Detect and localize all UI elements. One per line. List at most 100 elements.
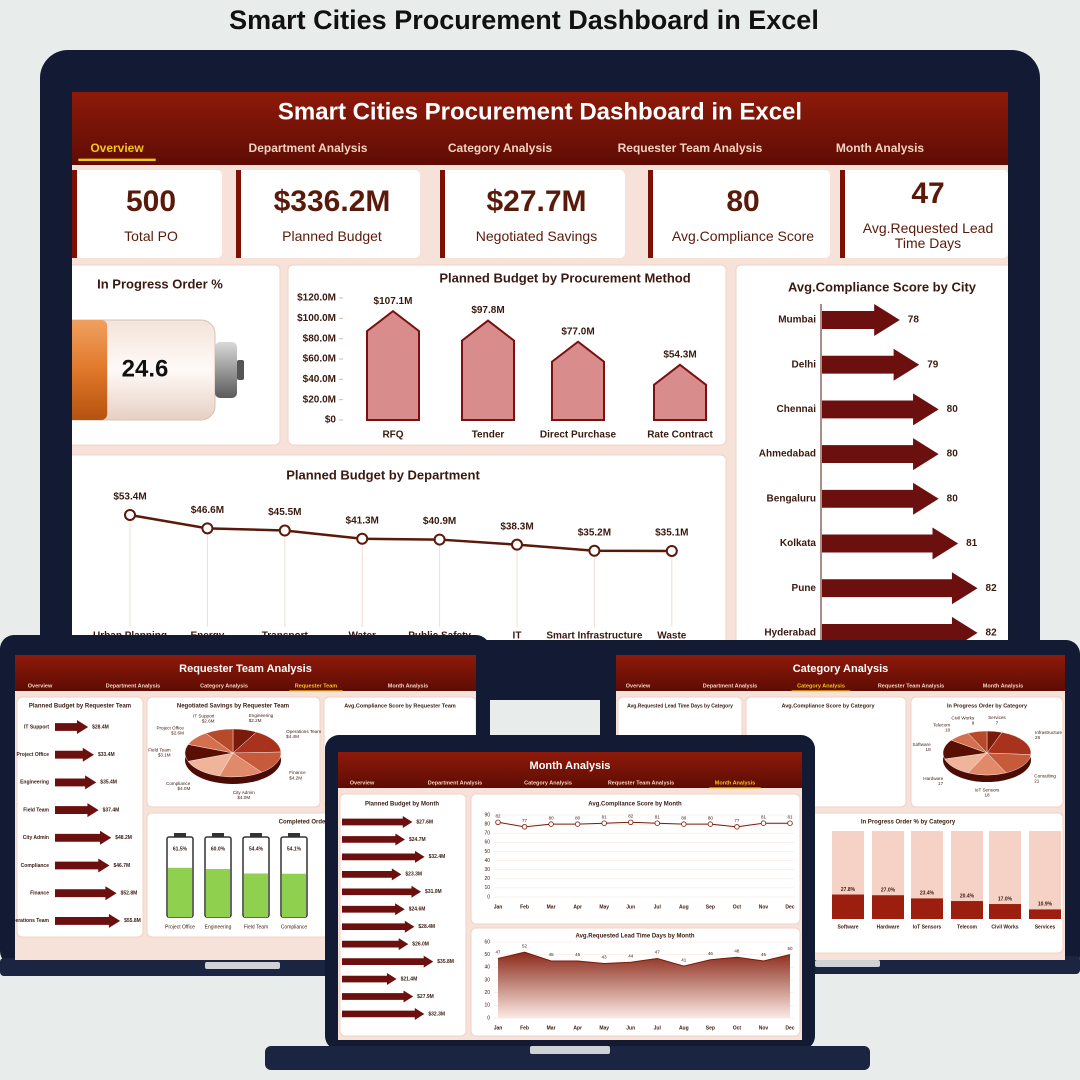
pie-value: 10 (945, 727, 951, 732)
y-tick-label: 80 (484, 821, 490, 827)
kpi-card (236, 170, 420, 258)
pie-value: $3.1M (158, 753, 171, 758)
nav-tab[interactable]: Category Analysis (448, 141, 553, 155)
category-label: Pune (792, 583, 817, 594)
x-tick-label: Oct (733, 904, 742, 910)
y-tick-label: 50 (484, 849, 490, 855)
nav-tab[interactable]: Requester Team Analysis (878, 683, 944, 689)
header-band (72, 92, 1008, 165)
nav-tab[interactable]: Requester Team Analysis (618, 141, 763, 155)
x-tick-label: Software (837, 924, 858, 930)
base-notch (815, 960, 880, 967)
nav-tab[interactable]: Overview (350, 780, 375, 786)
value-label: $52.8M (121, 891, 138, 897)
y-tick-label: 10 (484, 1003, 490, 1009)
nav-tab[interactable]: Overview (626, 683, 651, 689)
category-label: Mumbai (778, 315, 816, 326)
kpi-card: 500 Total PO (72, 170, 222, 258)
nav-tab[interactable]: Department Analysis (428, 780, 483, 786)
pie-label: Operations Team (286, 729, 321, 734)
nav-tab[interactable]: Overview (28, 683, 53, 689)
nav-tab[interactable]: Month Analysis (388, 683, 428, 689)
x-tick-label: Aug (679, 1025, 689, 1031)
nav-tab[interactable]: Department Analysis (703, 683, 758, 689)
value-label: 82 (495, 813, 501, 818)
value-label: 77 (522, 818, 528, 823)
x-tick-label: Sep (706, 904, 715, 910)
nav-tab[interactable]: Overview (90, 141, 144, 155)
nav-tab[interactable]: Department Analysis (106, 683, 161, 689)
value-label: 80 (681, 815, 687, 820)
value-label: $41.3M (346, 515, 379, 526)
pie-label: Hardware (923, 776, 943, 781)
nav-tab[interactable]: Month Analysis (983, 683, 1023, 689)
value-label: $37.4M (103, 807, 120, 813)
kpi-label: Avg.Compliance Score (671, 227, 815, 244)
nav-tab[interactable]: Category Analysis (524, 780, 572, 786)
nav-tab[interactable]: Department Analysis (249, 141, 368, 155)
value-label: 27.8% (841, 887, 856, 893)
x-tick-label: May (599, 904, 609, 910)
nav-tab[interactable]: Requester Team Analysis (608, 780, 674, 786)
nav-tab[interactable]: Month Analysis (715, 780, 755, 786)
x-tick-label: Jun (626, 1025, 635, 1031)
column (832, 894, 864, 919)
arrow-bar (822, 348, 920, 381)
y-tick-label: 60 (484, 939, 490, 945)
arrow-bar (822, 304, 900, 336)
nav-tab[interactable]: Month Analysis (836, 141, 925, 155)
category-label: Compliance (21, 863, 50, 869)
y-tick-label: 0 (487, 1015, 490, 1021)
kpi-value: $336.2M (273, 184, 391, 218)
value-label: $35.2M (578, 527, 611, 538)
x-tick-label: Telecom (957, 924, 977, 930)
chart-title: Completed Order % by (279, 820, 344, 826)
line (497, 821, 790, 828)
chart-title: Avg.Compliance Score by City (788, 279, 977, 294)
nav-tab[interactable]: Category Analysis (200, 683, 248, 689)
kpi-label: Negotiated Savings (475, 227, 598, 244)
y-tick-label: 30 (484, 977, 490, 983)
pie-label: Civil Works (951, 716, 975, 721)
category-label: Delhi (792, 359, 817, 370)
x-tick-label: Mar (547, 904, 556, 910)
point (278, 524, 291, 537)
pie-slice (967, 730, 988, 754)
value-label: $55.8M (124, 918, 141, 924)
battery-knob (237, 360, 244, 380)
panel (72, 454, 727, 640)
value-label: $24.6M (409, 907, 426, 913)
pie-slice (986, 752, 1032, 774)
pie-slice (986, 732, 1032, 755)
point (124, 508, 136, 521)
arrow-bar (55, 913, 121, 928)
nav-tab[interactable]: Category Analysis (797, 683, 845, 689)
arrow-bar (55, 747, 94, 762)
nav-tab[interactable]: Requester Team (295, 683, 337, 689)
chart-title: Avg.Requested Lead Time Days by Month (575, 934, 694, 940)
value-label: 10.9% (1038, 902, 1053, 908)
battery-cap (288, 833, 300, 837)
y-tick-label: 40 (484, 965, 490, 971)
value-label: 23.4% (920, 891, 935, 897)
arrow-bar (342, 816, 413, 828)
dashboard-title: Requester Team Analysis (179, 663, 312, 675)
value-label: 81 (966, 538, 978, 549)
y-tick-label: $80.0M (303, 333, 336, 344)
x-tick-label: Engineering (205, 924, 232, 930)
x-tick-label: Jul (654, 904, 662, 910)
screen: Month Analysis Overview Department Analysi… (338, 752, 802, 1040)
x-tick-label: May (599, 1025, 609, 1031)
value-label: 47 (495, 950, 501, 955)
bar (461, 319, 515, 421)
arrow-bar (342, 973, 397, 986)
kpi-card (72, 170, 222, 258)
kpi-value: $27.7M (486, 184, 587, 218)
header-band (15, 655, 476, 691)
chart-title: In Progress Order by Category (947, 703, 1028, 709)
point (433, 533, 446, 546)
value-label: 80 (947, 493, 959, 504)
value-label: 61.5% (173, 846, 188, 852)
point (707, 821, 714, 827)
